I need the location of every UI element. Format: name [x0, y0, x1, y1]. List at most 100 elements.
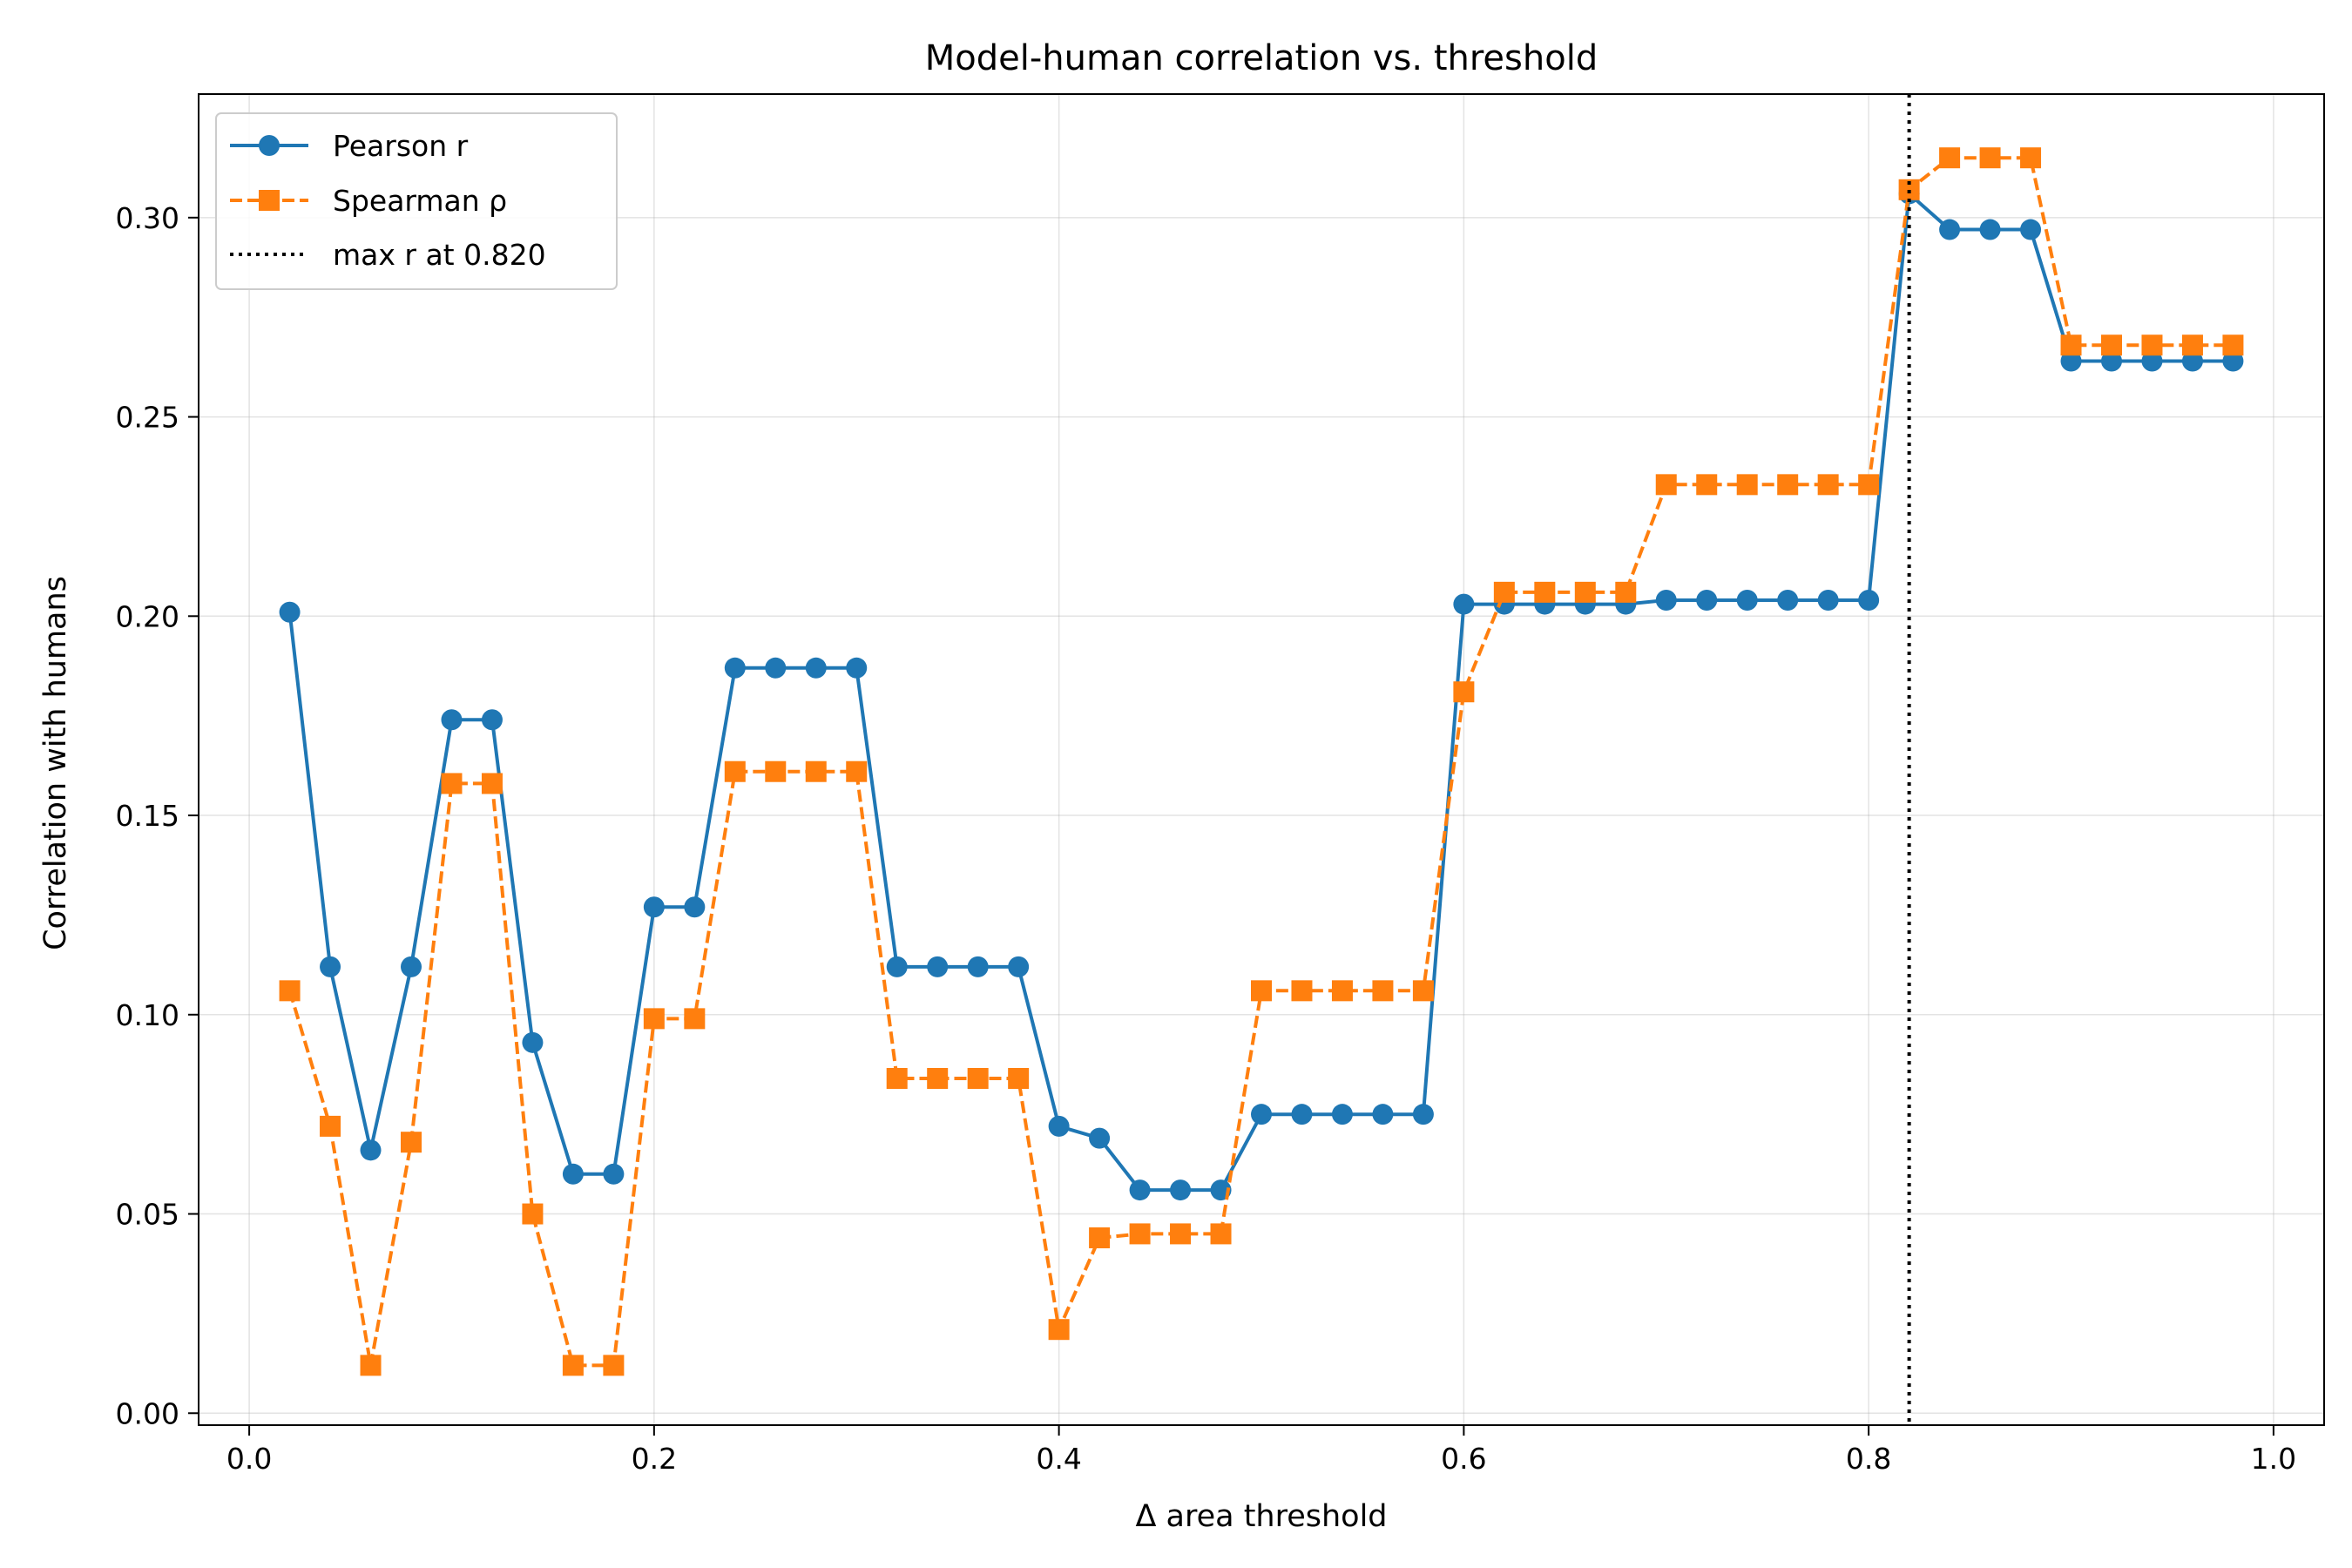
data-point: [1858, 590, 1880, 612]
data-point: [2060, 350, 2082, 372]
x-tick-label: 1.0: [2251, 1442, 2296, 1476]
data-point: [1939, 147, 1961, 169]
data-point: [805, 760, 827, 782]
data-point: [765, 760, 787, 782]
legend-box: [215, 112, 618, 290]
data-point: [360, 1355, 382, 1376]
data-point: [1453, 593, 1475, 615]
data-point: [1089, 1127, 1111, 1149]
series-pearson: [279, 183, 2244, 1201]
legend-pearson-marker: [259, 135, 280, 156]
data-point: [1291, 1104, 1313, 1125]
data-point: [2141, 350, 2163, 372]
data-point: [724, 760, 746, 782]
data-point: [1574, 581, 1596, 603]
data-point: [401, 956, 422, 977]
data-point: [360, 1139, 382, 1161]
data-point: [1615, 581, 1637, 603]
data-point: [1777, 590, 1799, 612]
data-point: [1655, 474, 1677, 496]
y-tick-label: 0.30: [116, 201, 179, 235]
data-point: [1291, 980, 1313, 1002]
data-point: [805, 657, 827, 679]
data-point: [1331, 980, 1353, 1002]
data-point: [1777, 474, 1799, 496]
data-point: [320, 1115, 341, 1137]
x-tick-label: 0.6: [1441, 1442, 1486, 1476]
data-point: [2020, 147, 2042, 169]
legend-spearman-marker: [259, 190, 280, 211]
data-point: [562, 1163, 584, 1185]
data-point: [1412, 1104, 1434, 1125]
ticks: 0.0 0.2 0.4 0.6 0.8 1.0 0.00 0.05 0.10 0.15 0.20 0.…: [116, 201, 2297, 1476]
x-tick-label: 0.4: [1036, 1442, 1081, 1476]
data-point: [927, 956, 949, 977]
data-point: [1170, 1223, 1192, 1245]
x-tick-label: 0.0: [226, 1442, 272, 1476]
data-point: [1210, 1223, 1232, 1245]
data-point: [1048, 1115, 1070, 1137]
legend-entry-pearson: Pearson r: [230, 129, 469, 163]
data-point: [1412, 980, 1434, 1002]
y-tick-label: 0.20: [116, 599, 179, 633]
y-tick-label: 0.05: [116, 1198, 179, 1232]
data-point: [2101, 335, 2122, 356]
data-point: [481, 709, 503, 731]
chart-title: Model-human correlation vs. threshold: [925, 38, 1598, 78]
data-point: [1736, 474, 1758, 496]
data-point: [846, 657, 868, 679]
data-point: [603, 1163, 625, 1185]
data-point: [522, 1031, 544, 1053]
data-point: [967, 1067, 989, 1089]
data-point: [1251, 980, 1272, 1002]
data-point: [279, 980, 301, 1002]
data-point: [1170, 1179, 1192, 1201]
data-point: [724, 657, 746, 679]
data-point: [1696, 474, 1718, 496]
y-tick-label: 0.25: [116, 401, 179, 435]
data-point: [1696, 590, 1718, 612]
data-point: [2020, 219, 2042, 240]
data-point: [1331, 1104, 1353, 1125]
data-point: [2181, 350, 2203, 372]
x-axis-label: Δ area threshold: [1135, 1499, 1387, 1534]
data-point: [320, 956, 341, 977]
data-point: [1493, 581, 1515, 603]
legend-entry-vline: max r at 0.820: [230, 238, 546, 272]
grid: [199, 94, 2324, 1425]
data-point: [1979, 147, 2001, 169]
legend-vline-label: max r at 0.820: [333, 238, 546, 272]
data-point: [279, 601, 301, 623]
data-point: [643, 896, 665, 918]
data-point: [522, 1203, 544, 1225]
data-point: [1817, 474, 1839, 496]
data-point: [1129, 1179, 1151, 1201]
data-point: [684, 1008, 706, 1030]
legend-entry-spearman: Spearman ρ: [230, 184, 507, 218]
data-point: [1008, 1067, 1030, 1089]
data-point: [2141, 335, 2163, 356]
data-point: [481, 773, 503, 794]
data-point: [927, 1067, 949, 1089]
x-tick-label: 0.8: [1846, 1442, 1891, 1476]
data-point: [1372, 980, 1394, 1002]
data-point: [1736, 590, 1758, 612]
legend: Pearson r Spearman ρ max r at 0.820: [215, 112, 618, 290]
data-point: [2181, 335, 2203, 356]
y-axis-label: Correlation with humans: [38, 576, 73, 950]
y-tick-label: 0.15: [116, 799, 179, 833]
data-point: [1534, 581, 1556, 603]
data-point: [1129, 1223, 1151, 1245]
data-point: [967, 956, 989, 977]
data-point: [1939, 219, 1961, 240]
data-point: [562, 1355, 584, 1376]
data-point: [2222, 350, 2244, 372]
data-point: [1008, 956, 1030, 977]
data-point: [886, 956, 908, 977]
data-point: [886, 1067, 908, 1089]
data-point: [1372, 1104, 1394, 1125]
x-tick-label: 0.2: [632, 1442, 677, 1476]
data-point: [643, 1008, 665, 1030]
data-point: [1089, 1227, 1111, 1248]
